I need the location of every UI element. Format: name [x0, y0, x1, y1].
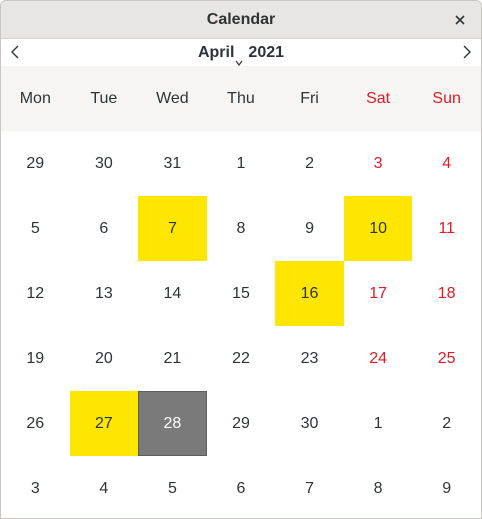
day-cell[interactable]: 31: [163, 154, 182, 172]
selected-day-cell[interactable]: 28: [138, 391, 207, 456]
close-button[interactable]: [451, 11, 469, 29]
day-cell[interactable]: 6: [236, 479, 246, 497]
window-title: Calendar: [206, 10, 276, 28]
month-selector[interactable]: April: [197, 43, 243, 66]
previous-month-button[interactable]: [6, 43, 24, 61]
day-cell[interactable]: 1: [373, 414, 383, 432]
day-cell[interactable]: 29: [232, 414, 250, 432]
chevron-left-icon: [11, 45, 19, 59]
caret-down-icon: [235, 60, 243, 66]
day-cell[interactable]: 24: [369, 349, 387, 367]
day-cell[interactable]: 9: [305, 219, 314, 237]
weekday-label: Mon: [19, 89, 51, 107]
day-cell[interactable]: 23: [300, 349, 319, 367]
year-label[interactable]: 2021: [248, 43, 285, 61]
month-label: April: [197, 43, 235, 61]
day-cell[interactable]: 6: [99, 219, 109, 237]
day-cell[interactable]: 4: [442, 154, 452, 172]
weekday-label: Sat: [366, 89, 391, 107]
day-cell[interactable]: 3: [373, 154, 383, 172]
weekday-header: Mon Tue Wed Thu Fri Sat Sun: [1, 66, 481, 131]
day-cell[interactable]: 12: [26, 284, 45, 302]
month-year-header: April 2021: [197, 43, 285, 66]
day-cell[interactable]: 11: [438, 219, 455, 237]
weekday-label: Thu: [227, 89, 255, 107]
day-cell[interactable]: 5: [167, 479, 177, 497]
day-cell[interactable]: 30: [94, 154, 113, 172]
day-cell[interactable]: 15: [232, 284, 250, 302]
day-cell[interactable]: 20: [94, 349, 113, 367]
day-cell[interactable]: 17: [369, 284, 387, 302]
marked-day-cell[interactable]: 7: [138, 196, 207, 261]
day-cell[interactable]: 2: [305, 154, 314, 172]
day-cell[interactable]: 1: [236, 154, 246, 172]
next-month-button[interactable]: [458, 43, 476, 61]
day-cell[interactable]: 22: [232, 349, 250, 367]
day-grid: 29 30 31 1 2 3 4 5 6 7 8 9 10 11 12 13 1…: [1, 131, 481, 518]
weekday-label: Sun: [432, 89, 461, 107]
day-cell[interactable]: 13: [94, 284, 113, 302]
day-cell[interactable]: 21: [163, 349, 182, 367]
day-cell[interactable]: 19: [26, 349, 45, 367]
title-bar: Calendar: [1, 1, 481, 39]
day-cell[interactable]: 7: [305, 479, 314, 497]
day-cell[interactable]: 26: [26, 414, 45, 432]
day-cell[interactable]: 18: [437, 284, 456, 302]
weekday-label: Fri: [300, 89, 319, 107]
day-cell[interactable]: 9: [442, 479, 452, 497]
close-icon: [455, 15, 465, 25]
day-cell[interactable]: 3: [30, 479, 40, 497]
marked-day-cell[interactable]: 27: [69, 391, 139, 456]
day-cell[interactable]: 29: [26, 154, 45, 172]
weekday-label: Wed: [156, 89, 189, 107]
day-cell[interactable]: 4: [99, 479, 109, 497]
marked-day-cell[interactable]: 10: [343, 196, 413, 261]
chevron-right-icon: [463, 45, 471, 59]
day-cell[interactable]: 8: [236, 219, 246, 237]
weekday-label: Tue: [90, 89, 118, 107]
marked-day-cell[interactable]: 16: [275, 261, 344, 326]
month-navigation: April 2021: [1, 39, 481, 66]
day-cell[interactable]: 2: [442, 414, 452, 432]
day-cell[interactable]: 8: [373, 479, 383, 497]
day-cell[interactable]: 30: [300, 414, 319, 432]
day-cell[interactable]: 5: [30, 219, 40, 237]
day-cell[interactable]: 14: [163, 284, 182, 302]
day-cell[interactable]: 25: [437, 349, 456, 367]
